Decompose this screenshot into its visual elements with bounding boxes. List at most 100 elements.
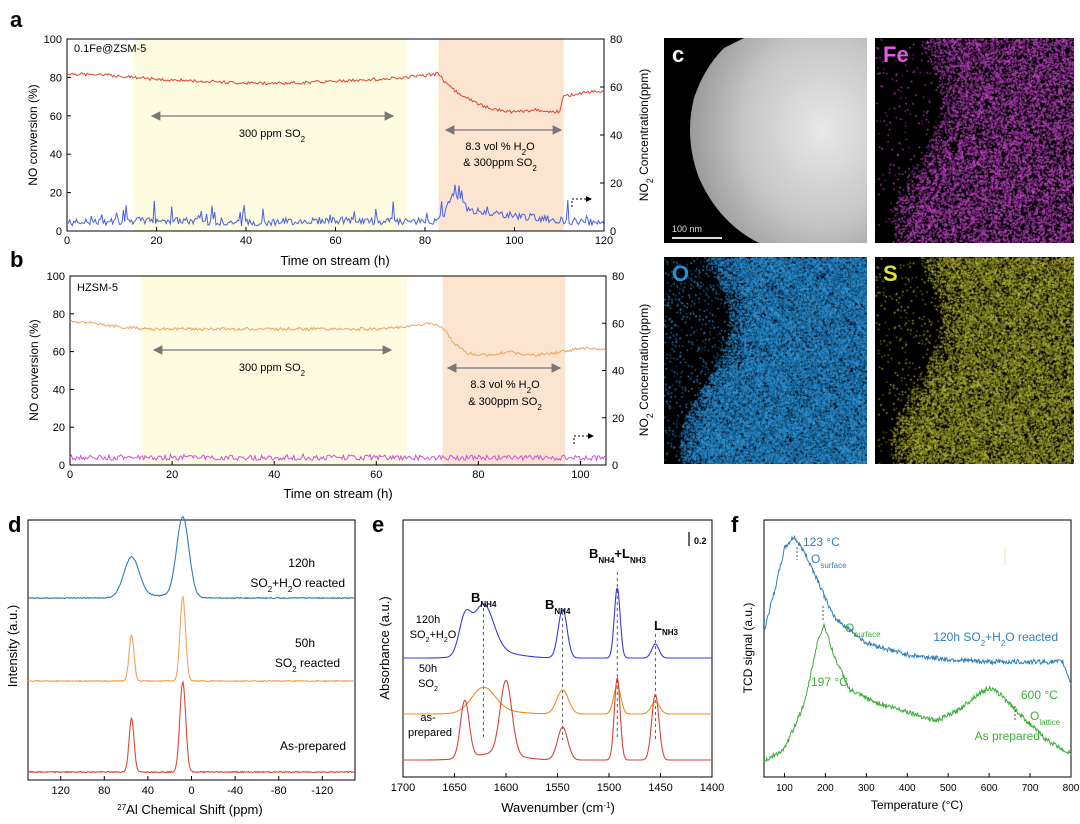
x-axis-label: Wavenumber (cm-1)	[501, 800, 615, 815]
x-tick-label: 0	[67, 469, 73, 481]
series-120h	[403, 587, 712, 659]
region-so2	[134, 39, 408, 231]
panel-c-label: c	[672, 42, 685, 67]
y-tick-label: 40	[53, 384, 65, 396]
x-tick-label: 80	[472, 469, 484, 481]
x-tick-label: 400	[899, 783, 916, 794]
x-tick-label: 1700	[391, 782, 415, 794]
y-tick-label: 60	[50, 111, 62, 123]
x-tick-label: 40	[268, 469, 280, 481]
series-label-120h: 120h SO2+H2O reacted	[933, 630, 1058, 648]
series-label-120h-b: SO2+H2O	[410, 629, 457, 644]
o-label: O	[672, 261, 690, 286]
panel-f-label: f	[731, 512, 739, 537]
x-tick-label: 100	[571, 469, 589, 481]
s-map-canvas	[875, 257, 1074, 464]
y-axis-label: TCD signal (a.u.)	[741, 603, 755, 694]
x-tick-label: 20	[166, 469, 178, 481]
right-axis-arrow-icon	[586, 196, 592, 202]
scale-bar-label: 100 nm	[672, 224, 703, 234]
region-h2o-so2	[438, 39, 564, 231]
x-tick-label: 200	[817, 783, 834, 794]
series-label-50h-b: SO2 reacted	[275, 656, 340, 674]
x-axis-label: Time on stream (h)	[283, 486, 392, 501]
series-as-prepared	[763, 623, 1072, 763]
band-label-bnh4-lnh3: BNH4+LNH3	[589, 546, 647, 565]
region-2-label-1: 8.3 vol % H2O	[465, 141, 535, 157]
axis-ticks: 0 20 40 60 80 100 0 20 40 60 80 100 0 20 40 60 80	[47, 271, 625, 481]
y-axis-label: NO conversion (%)	[26, 84, 40, 185]
x-tick-label: 100	[776, 783, 793, 794]
region-2-label-1: 8.3 vol % H2O	[470, 379, 540, 395]
scale-bar	[672, 237, 722, 239]
x-tick-label: 1500	[597, 782, 621, 794]
x-tick-label: 60	[329, 235, 341, 247]
y2-tick-label: 60	[610, 82, 622, 94]
axis-ticks: 120 80 40 0 -40 -80 -120	[52, 776, 333, 797]
x-tick-label: 100	[505, 235, 523, 247]
panel-b-title: HZSM-5	[77, 282, 118, 294]
x-tick-label: 800	[1063, 783, 1080, 794]
series-label-50h: 50h	[419, 663, 437, 675]
x-tick-label: 1400	[700, 782, 724, 794]
x-tick-label: 0	[64, 235, 70, 247]
y2-tick-label: 20	[612, 413, 624, 425]
y-tick-label: 0	[59, 460, 65, 472]
haadf-particle-image	[690, 38, 867, 243]
x-tick-label: -120	[311, 785, 333, 797]
x-tick-label: 120	[52, 785, 70, 797]
em-s-map: S	[875, 257, 1074, 464]
band-dashed-lines	[482, 572, 656, 740]
em-haadf-image: c 100 nm	[664, 38, 867, 243]
em-fe-map: Fe	[875, 38, 1074, 243]
peak-197-label: Osurface	[845, 621, 881, 639]
y2-tick-label: 40	[610, 130, 622, 142]
series-label-120h: 120h	[288, 556, 315, 570]
band-label-bnh4-2: BNH4	[545, 597, 571, 616]
x-tick-label: 20	[150, 235, 162, 247]
region-1-label: 300 ppm SO2	[239, 362, 306, 378]
x-tick-label: 0	[188, 785, 194, 797]
y-tick-label: 100	[47, 271, 65, 283]
x-tick-label: 600	[981, 783, 998, 794]
x-tick-label: 1450	[648, 782, 672, 794]
panel-a-title: 0.1Fe@ZSM-5	[74, 43, 146, 55]
region-2-label-2: & 300ppm SO2	[468, 396, 542, 412]
panel-e-label: e	[372, 512, 384, 537]
x-tick-label: 80	[419, 235, 431, 247]
panel-f: f 100 200 300 400 500 600 700 800 123 °C Osurfa…	[731, 512, 1080, 812]
series-no-conversion	[66, 71, 605, 115]
y-tick-label: 80	[50, 72, 62, 84]
panel-d: d 120 80 40 0 -40 -80 -120 120h SO2+H2O reacte…	[5, 512, 356, 817]
y2-tick-label: 0	[612, 460, 618, 472]
x-axis-label: Time on stream (h)	[280, 253, 389, 268]
panel-e: e 1700 1650 1600 1550 1500 1450 1400 0.2 BNH4 …	[372, 512, 724, 815]
y-axis-label: NO conversion (%)	[27, 319, 41, 420]
peak-197: 197 °C	[811, 675, 848, 689]
x-tick-label: 500	[940, 783, 957, 794]
series-label-120h-b: SO2+H2O reacted	[250, 576, 345, 594]
series-120h	[27, 515, 356, 600]
scale-bar-label: 0.2	[694, 536, 707, 546]
series-no2-concentration	[69, 452, 607, 462]
x-tick-label: 300	[858, 783, 875, 794]
y-axis-label: Absorbance (a.u.)	[377, 596, 392, 699]
x-tick-label: 1600	[494, 782, 518, 794]
series-label-120h: 120h	[416, 614, 440, 626]
x-tick-label: 80	[98, 785, 110, 797]
panel-d-label: d	[8, 512, 21, 537]
y2-tick-label: 80	[610, 34, 622, 46]
x-tick-label: 40	[142, 785, 154, 797]
panel-a-label: a	[10, 7, 23, 32]
peak-123: 123 °C	[803, 535, 840, 549]
region-2-label-2: & 300ppm SO2	[463, 157, 537, 173]
plot-frame	[763, 519, 1072, 778]
series-label-50h: 50h	[295, 636, 315, 650]
series-label-as-prepared: As-prepared	[280, 739, 346, 753]
right-axis-indicator	[573, 435, 592, 444]
peak-600-label: Olattice	[1030, 709, 1061, 727]
y-tick-label: 80	[53, 309, 65, 321]
series-no-conversion	[69, 319, 607, 357]
